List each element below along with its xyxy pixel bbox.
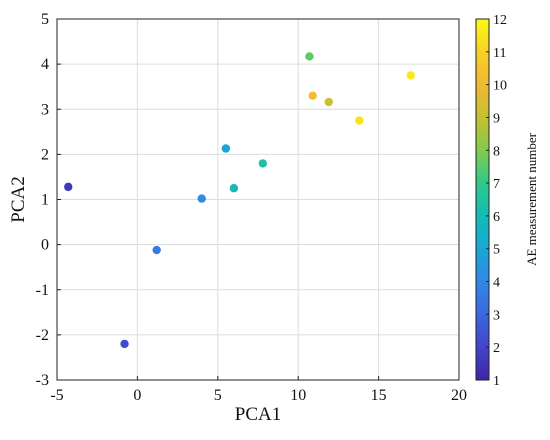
data-point (355, 116, 364, 125)
colorbar-tick-label: 4 (493, 276, 500, 291)
colorbar-tick-label: 9 (493, 111, 500, 126)
data-point (229, 184, 239, 193)
x-tick-label: 0 (133, 387, 141, 404)
data-point (258, 159, 268, 168)
x-axis-ticks: -5 0 5 10 15 20 (50, 376, 467, 404)
data-point (152, 245, 161, 255)
colorbar-tick-label: 3 (493, 308, 500, 323)
y-tick-label: 1 (41, 192, 49, 209)
y-tick-label: 3 (41, 101, 49, 118)
y-tick-label: -3 (36, 372, 49, 389)
data-points (64, 52, 415, 349)
colorbar-tick-label: 5 (493, 243, 500, 258)
data-point (305, 52, 314, 61)
x-axis-label: PCA1 (235, 404, 281, 425)
colorbar-tick-label: 11 (493, 46, 506, 61)
y-tick-label: -1 (36, 282, 49, 299)
y-tick-label: 4 (41, 56, 49, 73)
y-tick-label: 5 (41, 11, 49, 28)
y-tick-label: -2 (36, 327, 49, 344)
colorbar-tick-label: 6 (493, 210, 500, 225)
colorbar-label: AE measurement number (524, 132, 539, 266)
data-point (221, 144, 231, 153)
grid-lines (56, 18, 460, 381)
y-tick-label: 0 (41, 237, 49, 254)
y-tick-label: 2 (41, 146, 49, 163)
data-point (308, 91, 317, 100)
y-axis-label: PCA2 (8, 176, 29, 222)
data-point (120, 339, 129, 349)
data-point (64, 182, 73, 192)
x-tick-label: 10 (290, 387, 306, 404)
data-point (324, 97, 333, 107)
x-tick-label: -5 (50, 387, 63, 404)
colorbar-tick-label: 1 (493, 374, 500, 389)
colorbar-tick-label: 10 (493, 79, 507, 94)
y-axis-ticks: -3 -2 -1 0 1 2 3 4 5 (36, 11, 61, 389)
colorbar-tick-label: 8 (493, 144, 500, 159)
colorbar-tick-label: 2 (493, 341, 500, 356)
data-point (197, 194, 206, 203)
data-point (406, 71, 415, 80)
colorbar (475, 18, 490, 381)
colorbar-tick-label: 7 (493, 177, 500, 192)
x-tick-label: 5 (214, 387, 222, 404)
colorbar-tick-label: 12 (493, 13, 507, 28)
x-tick-label: 15 (371, 387, 387, 404)
x-tick-label: 20 (451, 387, 467, 404)
